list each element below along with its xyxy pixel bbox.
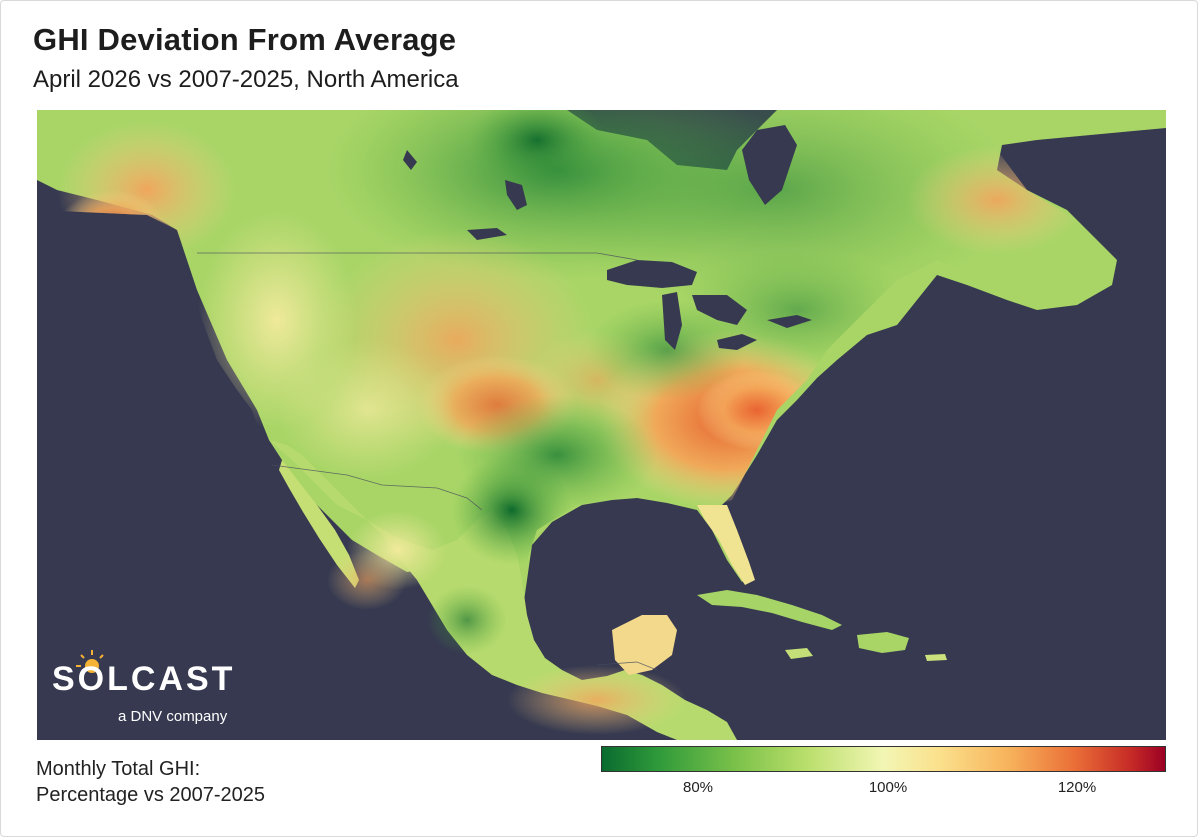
tick-80: 80%	[682, 779, 714, 796]
north-america-map	[37, 110, 1166, 740]
land-baja	[279, 460, 359, 588]
legend-title-line1: Monthly Total GHI:	[36, 758, 201, 780]
page-subtitle: April 2026 vs 2007-2025, North America	[33, 66, 459, 93]
land-hispaniola	[857, 632, 909, 653]
sun-icon	[76, 650, 104, 673]
country-borders	[197, 252, 658, 671]
tick-100: 100%	[868, 779, 908, 796]
lakes	[403, 125, 812, 350]
land-cuba	[697, 590, 842, 630]
land-yucatan	[612, 615, 677, 675]
brand-name: SOLCAST	[52, 660, 236, 698]
map-panel	[37, 110, 1166, 740]
color-scale-bar	[601, 746, 1166, 772]
page-title: GHI Deviation From Average	[33, 22, 457, 57]
brand-tagline: a DNV company	[118, 708, 228, 725]
tick-120: 120%	[1057, 779, 1097, 796]
land-jamaica	[785, 648, 813, 659]
solcast-logo: SOLCAST a DNV company	[52, 650, 252, 732]
legend-title: Monthly Total GHI: Percentage vs 2007-20…	[36, 756, 265, 808]
land-florida	[697, 505, 755, 585]
land-mexico	[269, 440, 737, 740]
land-puerto-rico	[925, 654, 947, 661]
legend-title-line2: Percentage vs 2007-2025	[36, 784, 266, 806]
